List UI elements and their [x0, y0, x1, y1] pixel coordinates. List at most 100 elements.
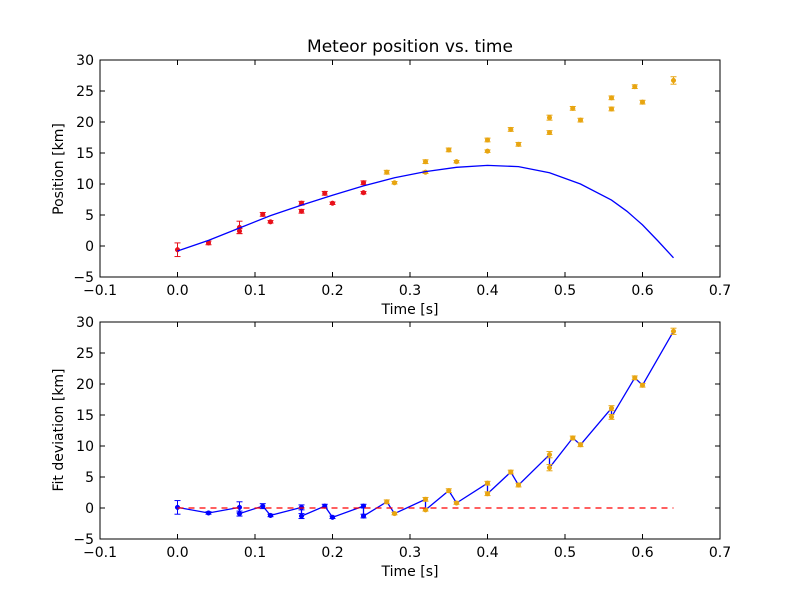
position-panel: Meteor position vs. time Time [s] Positi… — [51, 37, 731, 318]
x-tick-label: 0.4 — [476, 283, 498, 299]
point-marker — [515, 482, 522, 488]
point-marker — [639, 99, 646, 105]
data-point — [608, 95, 615, 101]
x-tick-label: 0.3 — [399, 545, 421, 561]
data-point — [639, 382, 646, 388]
point-marker — [391, 180, 398, 186]
x-tick-label: 0.3 — [399, 283, 421, 299]
point-marker — [236, 511, 243, 517]
y-tick-label: 20 — [76, 115, 94, 131]
point-marker — [446, 147, 452, 153]
x-tick-label: 0.4 — [476, 545, 498, 561]
x-tick-label: 0.1 — [244, 545, 266, 561]
data-point — [205, 510, 212, 516]
data-point — [507, 469, 514, 475]
plot-area — [174, 76, 677, 259]
chart-title: Meteor position vs. time — [307, 37, 513, 57]
data-point — [569, 435, 576, 441]
point-marker — [570, 435, 576, 441]
data-point — [298, 513, 305, 520]
x-tick-label: 0.2 — [321, 283, 343, 299]
x-axis-label: Time [s] — [381, 302, 439, 318]
data-point — [329, 514, 336, 520]
data-point — [259, 211, 266, 217]
x-axis-label: Time [s] — [381, 564, 439, 580]
point-marker — [329, 200, 336, 206]
point-marker — [508, 469, 514, 475]
point-marker — [453, 159, 460, 165]
point-marker — [508, 126, 514, 132]
point-marker — [205, 510, 212, 516]
x-tick-label: 0.5 — [554, 283, 576, 299]
point-marker — [670, 328, 677, 334]
point-marker — [484, 148, 491, 154]
point-marker — [360, 180, 367, 186]
x-tick-label: 0.0 — [166, 283, 188, 299]
point-marker — [453, 500, 460, 506]
data-point — [577, 117, 584, 123]
data-point — [360, 180, 367, 186]
point-marker — [446, 488, 452, 494]
data-point — [670, 327, 677, 335]
data-point — [383, 169, 390, 175]
data-point — [639, 99, 646, 105]
point-marker — [577, 117, 584, 123]
data-point — [546, 464, 553, 472]
point-marker — [360, 513, 367, 519]
point-marker — [577, 442, 584, 448]
point-marker — [546, 452, 553, 458]
data-point — [515, 141, 522, 147]
point-marker — [329, 514, 336, 520]
data-point — [631, 375, 638, 381]
point-marker — [174, 247, 181, 253]
x-tick-label: 0.0 — [166, 545, 188, 561]
data-point — [445, 147, 452, 153]
data-point — [391, 180, 398, 186]
data-point — [267, 512, 274, 518]
point-marker — [360, 190, 367, 196]
point-marker — [639, 382, 646, 388]
point-marker — [384, 499, 390, 505]
data-point — [484, 137, 491, 143]
data-point — [546, 451, 553, 459]
deviation-panel: Time [s] Fit deviation [km] −0.1 0.0 0.1 0.… — [51, 315, 731, 580]
x-tick-label: 0.6 — [631, 545, 653, 561]
data-point — [608, 405, 615, 412]
data-point — [329, 200, 336, 206]
data-point — [391, 511, 398, 517]
point-marker — [391, 511, 398, 517]
point-marker — [484, 137, 491, 143]
point-marker — [236, 228, 243, 234]
point-marker — [360, 503, 367, 509]
point-marker — [608, 95, 615, 101]
fit-line — [177, 164, 674, 259]
y-tick-label: 10 — [76, 439, 94, 455]
point-marker — [267, 512, 274, 518]
data-point — [383, 499, 390, 505]
data-point — [608, 106, 615, 112]
y-tick-label: 30 — [76, 315, 94, 331]
data-point — [236, 510, 243, 517]
point-marker — [422, 159, 429, 165]
y-tick-label: 0 — [85, 501, 94, 517]
y-tick-label: 0 — [85, 239, 94, 255]
point-marker — [515, 141, 522, 147]
x-tick-label: 0.7 — [709, 283, 731, 299]
data-point — [445, 488, 452, 494]
point-marker — [570, 105, 576, 111]
data-point — [507, 126, 514, 132]
data-point — [546, 114, 553, 121]
plot-area — [174, 327, 677, 520]
y-tick-label: 15 — [76, 146, 94, 162]
x-tick-label: 0.1 — [244, 283, 266, 299]
point-marker — [546, 115, 553, 121]
point-marker — [608, 405, 615, 411]
point-marker — [322, 190, 328, 196]
point-marker — [670, 77, 677, 84]
y-tick-label: 10 — [76, 177, 94, 193]
point-marker — [546, 129, 553, 136]
point-marker — [384, 169, 390, 175]
y-axis-label: Position [km] — [51, 123, 67, 215]
